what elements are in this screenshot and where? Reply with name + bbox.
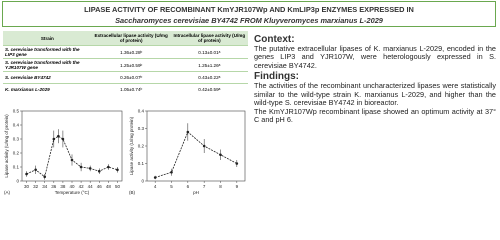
x-axis-label: Temperature (°C): [55, 190, 90, 195]
x-tick-label: 8: [219, 184, 222, 189]
paragraph: The putative extracellular lipases of K.…: [254, 43, 496, 70]
data-point: [52, 137, 56, 141]
section-heading: Context:: [254, 34, 295, 45]
data-point: [57, 134, 60, 138]
paragraph: The activities of the recombinant unchar…: [254, 80, 496, 108]
title-line: Saccharomyces cerevisiae BY4742 FROM Klu…: [115, 16, 383, 25]
x-tick-label: 5: [170, 184, 173, 189]
table-cell: 0.26±0.07ᵇ: [91, 71, 171, 84]
table-cell: 1.36±0.28ᵇ: [91, 45, 171, 59]
x-tick-label: 48: [106, 184, 112, 189]
x-tick-label: 7: [203, 184, 206, 189]
y-tick-label: 0: [16, 179, 19, 184]
data-point: [219, 153, 222, 157]
x-tick-label: 46: [97, 184, 103, 189]
data-line: [155, 131, 238, 178]
page: LIPASE ACTIVITY OF RECOMBINANT KmYJR107W…: [2, 1, 496, 195]
table-cell: K. marxianus L-2029: [3, 83, 92, 95]
column-header: Strain: [3, 31, 92, 46]
x-tick-label: 30: [24, 184, 30, 189]
table-cell: 1.25±1.26ᵃ: [170, 58, 248, 72]
title-line: LIPASE ACTIVITY OF RECOMBINANT KmYJR107W…: [84, 5, 414, 14]
x-axis-label: pH: [193, 190, 199, 195]
table-row: K. marxianus L-2029 1.05±0.74ᵇ 0.42±0.59ᵃ: [3, 83, 248, 95]
data-point: [61, 137, 65, 141]
x-tick-label: 44: [88, 184, 94, 189]
table-cell: 1.05±0.74ᵇ: [91, 83, 171, 95]
x-tick-label: 4: [154, 184, 157, 189]
x-tick-label: 40: [69, 184, 75, 189]
data-point: [202, 144, 206, 148]
table-cell: 0.13±0.01ᵃ: [170, 45, 248, 59]
table-row: S. cerevisiae transformed with the YJR10…: [3, 58, 248, 72]
column-header: Intracellular lipase activity (U/mg of p…: [170, 31, 248, 46]
x-tick-label: 9: [236, 184, 239, 189]
x-tick-label: 32: [33, 184, 39, 189]
data-point: [170, 170, 173, 174]
panel-label: (A): [4, 190, 11, 195]
y-tick-label: 0: [141, 179, 144, 184]
chart: 0 0.1 0.2 0.3 0.4 0.5 30 32 34 36 38 40 42 44 46 48 50 Te…: [4, 109, 123, 195]
x-tick-label: 38: [60, 184, 66, 189]
data-point: [88, 167, 92, 170]
y-tick-label: 0.1: [138, 161, 145, 166]
plot-frame: [21, 110, 123, 182]
text-panel: Context: The putative extracellular lipa…: [254, 33, 496, 125]
y-tick-label: 0.2: [138, 144, 145, 149]
data-point: [97, 169, 101, 173]
data-point: [43, 175, 47, 179]
y-tick-label: 0.5: [13, 109, 20, 114]
y-tick-label: 0.4: [138, 109, 145, 114]
data-point: [70, 158, 74, 162]
data-point: [107, 165, 110, 169]
data-point: [79, 165, 83, 169]
data-point: [186, 130, 190, 134]
y-axis-label: Lipase activity (U/mg protein): [129, 116, 134, 175]
data-point: [116, 168, 119, 172]
table-cell: 0.43±0.22ᵃ: [170, 71, 248, 84]
table-row: S. cerevisiae transformed with the LIP3 …: [3, 45, 248, 59]
paragraph: The KmYJR107Wp recombinant lipase showed…: [254, 106, 496, 125]
y-tick-label: 0.3: [138, 126, 145, 131]
results-table: Strain Extracellular lipase activity (U/m…: [3, 31, 248, 95]
table-cell: S. cerevisiae transformed with the LIP3 …: [3, 45, 92, 59]
y-axis-label: Lipase activity (U/mg of protein): [4, 114, 9, 178]
plot-frame: [146, 110, 246, 182]
x-tick-label: 36: [51, 184, 57, 189]
panel-label: (B): [129, 190, 136, 195]
y-tick-label: 0.4: [13, 123, 20, 128]
column-header: Extracellular lipase activity (U/mg of p…: [91, 31, 171, 46]
table-cell: 1.25±0.59ᵇ: [91, 58, 171, 72]
table-row: S. cerevisiae BY4742 0.26±0.07ᵇ 0.43±0.22ᵃ: [3, 71, 248, 84]
data-point: [235, 162, 239, 165]
data-point: [34, 168, 37, 172]
x-tick-label: 50: [115, 184, 121, 189]
x-tick-label: 42: [79, 184, 85, 189]
data-line: [26, 135, 118, 178]
data-point: [25, 172, 28, 176]
chart: 0 0.1 0.2 0.3 0.4 4 5 6 7 8 9 pH Lipase activity (U/…: [129, 109, 246, 195]
x-tick-label: 34: [42, 184, 48, 189]
y-tick-label: 0.2: [13, 151, 20, 156]
table-cell: 0.42±0.59ᵃ: [170, 83, 248, 95]
table-cell: S. cerevisiae transformed with the YJR10…: [3, 58, 92, 72]
title-banner: LIPASE ACTIVITY OF RECOMBINANT KmYJR107W…: [2, 1, 496, 27]
x-tick-label: 6: [187, 184, 190, 189]
table-cell: S. cerevisiae BY4742: [3, 71, 92, 84]
y-tick-label: 0.3: [13, 137, 20, 142]
data-point: [153, 176, 157, 179]
header-row: Strain Extracellular lipase activity (U/m…: [3, 31, 248, 46]
y-tick-label: 0.1: [13, 165, 20, 170]
section-heading: Findings:: [254, 71, 299, 83]
